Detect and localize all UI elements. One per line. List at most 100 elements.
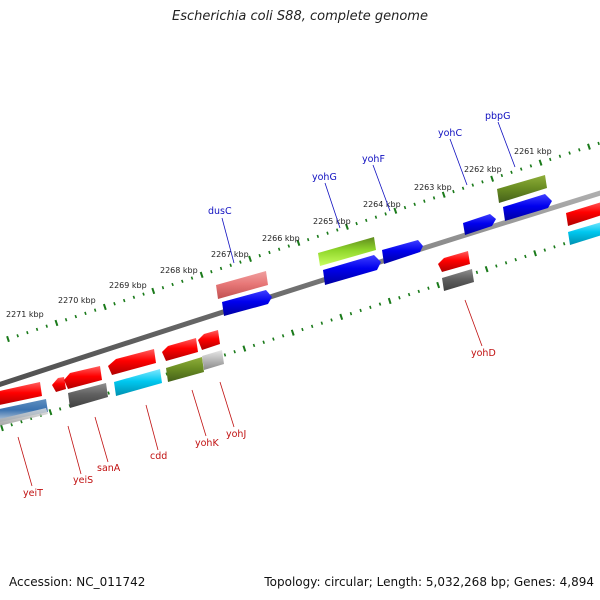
gene-label-pbpg: pbpG: [485, 111, 510, 122]
scale-major-tick: [48, 408, 53, 416]
scale-label-2267: 2267 kbp: [211, 250, 249, 259]
scale-minor-tick: [398, 296, 401, 300]
scale-minor-tick: [524, 254, 527, 259]
scale-major-tick: [490, 175, 495, 182]
scale-minor-tick: [471, 183, 475, 187]
scale-minor-tick: [578, 148, 581, 152]
scale-minor-tick: [495, 264, 498, 268]
gene-label-sana: sanA: [97, 463, 121, 474]
scale-minor-tick: [113, 302, 116, 306]
scale-minor-tick: [475, 270, 479, 275]
scale-minor-tick: [374, 215, 378, 219]
scale-minor-tick: [306, 237, 310, 242]
forward-strand-genes: [216, 175, 600, 316]
scale-minor-tick: [310, 324, 314, 329]
scale-minor-tick: [384, 212, 387, 216]
scale-minor-tick: [423, 199, 426, 203]
gene-yohj-silver: [202, 350, 224, 370]
scale-minor-tick: [417, 289, 421, 294]
gene-label-yohf: yohF: [362, 154, 385, 165]
scale-minor-tick: [287, 244, 291, 248]
gene-yohk-red: [162, 338, 198, 361]
scale-minor-tick: [258, 253, 261, 258]
gene-label-yohk: yohK: [195, 438, 219, 449]
scale-minor-tick: [543, 248, 547, 252]
scale-minor-tick: [336, 228, 339, 232]
scale-minor-tick: [132, 295, 136, 299]
scale-major-tick: [6, 335, 10, 343]
scale-minor-tick: [326, 231, 329, 235]
scale-minor-tick: [93, 308, 97, 312]
gene-yohd-red: [438, 251, 470, 272]
gene-cdd-red: [108, 349, 156, 375]
kbp-scale-outer: [6, 141, 600, 343]
scale-label-2262: 2262 kbp: [464, 165, 502, 174]
scale-major-tick: [436, 281, 441, 289]
scale-major-tick: [393, 207, 398, 214]
scale-minor-tick: [316, 234, 320, 239]
scale-major-tick: [0, 424, 4, 432]
scale-minor-tick: [452, 189, 455, 194]
scale-minor-tick: [568, 151, 571, 155]
scale-minor-tick: [359, 308, 362, 313]
scale-minor-tick: [407, 292, 411, 297]
scale-major-tick: [102, 303, 107, 311]
scale-major-tick: [538, 159, 543, 166]
scale-minor-tick: [181, 279, 184, 283]
scale-minor-tick: [562, 242, 566, 246]
gene-label-yeit: yeiT: [23, 488, 43, 499]
scale-minor-tick: [84, 311, 87, 316]
scale-minor-tick: [229, 263, 232, 267]
scale-minor-tick: [161, 286, 165, 290]
scale-minor-tick: [349, 311, 353, 316]
scale-label-2269: 2269 kbp: [109, 281, 147, 290]
scale-minor-tick: [272, 337, 275, 341]
scale-minor-tick: [514, 257, 517, 262]
scale-minor-tick: [365, 218, 368, 223]
scale-minor-tick: [461, 186, 465, 190]
gene-sana-gray: [68, 383, 108, 408]
scale-minor-tick: [262, 340, 265, 344]
scale-major-tick: [587, 143, 591, 150]
scale-major-tick: [345, 223, 349, 230]
scale-minor-tick: [432, 196, 436, 200]
scale-minor-tick: [549, 157, 552, 162]
scale-minor-tick: [58, 407, 62, 411]
gene-yeis: [52, 377, 66, 392]
scale-minor-tick: [252, 343, 256, 348]
gene-yohg-blue: [323, 255, 381, 285]
scale-minor-tick: [281, 334, 285, 338]
gene-edge-red: [566, 202, 600, 226]
gene-sana-red: [64, 366, 102, 389]
gene-yohg-olive: [318, 237, 376, 266]
accession-text: Accession: NC_011742: [9, 575, 146, 589]
scale-major-tick: [296, 239, 301, 247]
scale-minor-tick: [190, 276, 194, 280]
scale-minor-tick: [74, 314, 78, 319]
scale-minor-tick: [427, 286, 430, 290]
scale-minor-tick: [107, 391, 110, 395]
scale-major-tick: [242, 345, 247, 352]
scale-minor-tick: [20, 419, 23, 424]
gene-pbpg-olive: [497, 175, 547, 203]
scale-label-2263: 2263 kbp: [414, 183, 452, 192]
scale-minor-tick: [233, 350, 236, 354]
scale-label-2264: 2264 kbp: [363, 200, 401, 209]
gene-yohc: [463, 214, 496, 235]
gene-yohf: [382, 240, 423, 264]
scale-minor-tick: [369, 305, 372, 309]
scale-minor-tick: [413, 202, 416, 207]
scale-label-2266: 2266 kbp: [262, 234, 300, 243]
gene-cdd-cyan: [114, 369, 162, 396]
scale-minor-tick: [16, 334, 19, 338]
scale-label-2270: 2270 kbp: [58, 296, 96, 305]
scale-minor-tick: [330, 318, 333, 322]
scale-minor-tick: [500, 173, 504, 178]
scale-minor-tick: [239, 260, 242, 264]
gene-label-yohd: yohD: [471, 348, 496, 359]
scale-major-tick: [339, 313, 344, 321]
gene-label-yohc: yohC: [438, 128, 462, 139]
forward-gene-labels: dusC yohG yohF yohC pbpG: [208, 111, 510, 217]
scale-minor-tick: [301, 327, 304, 332]
